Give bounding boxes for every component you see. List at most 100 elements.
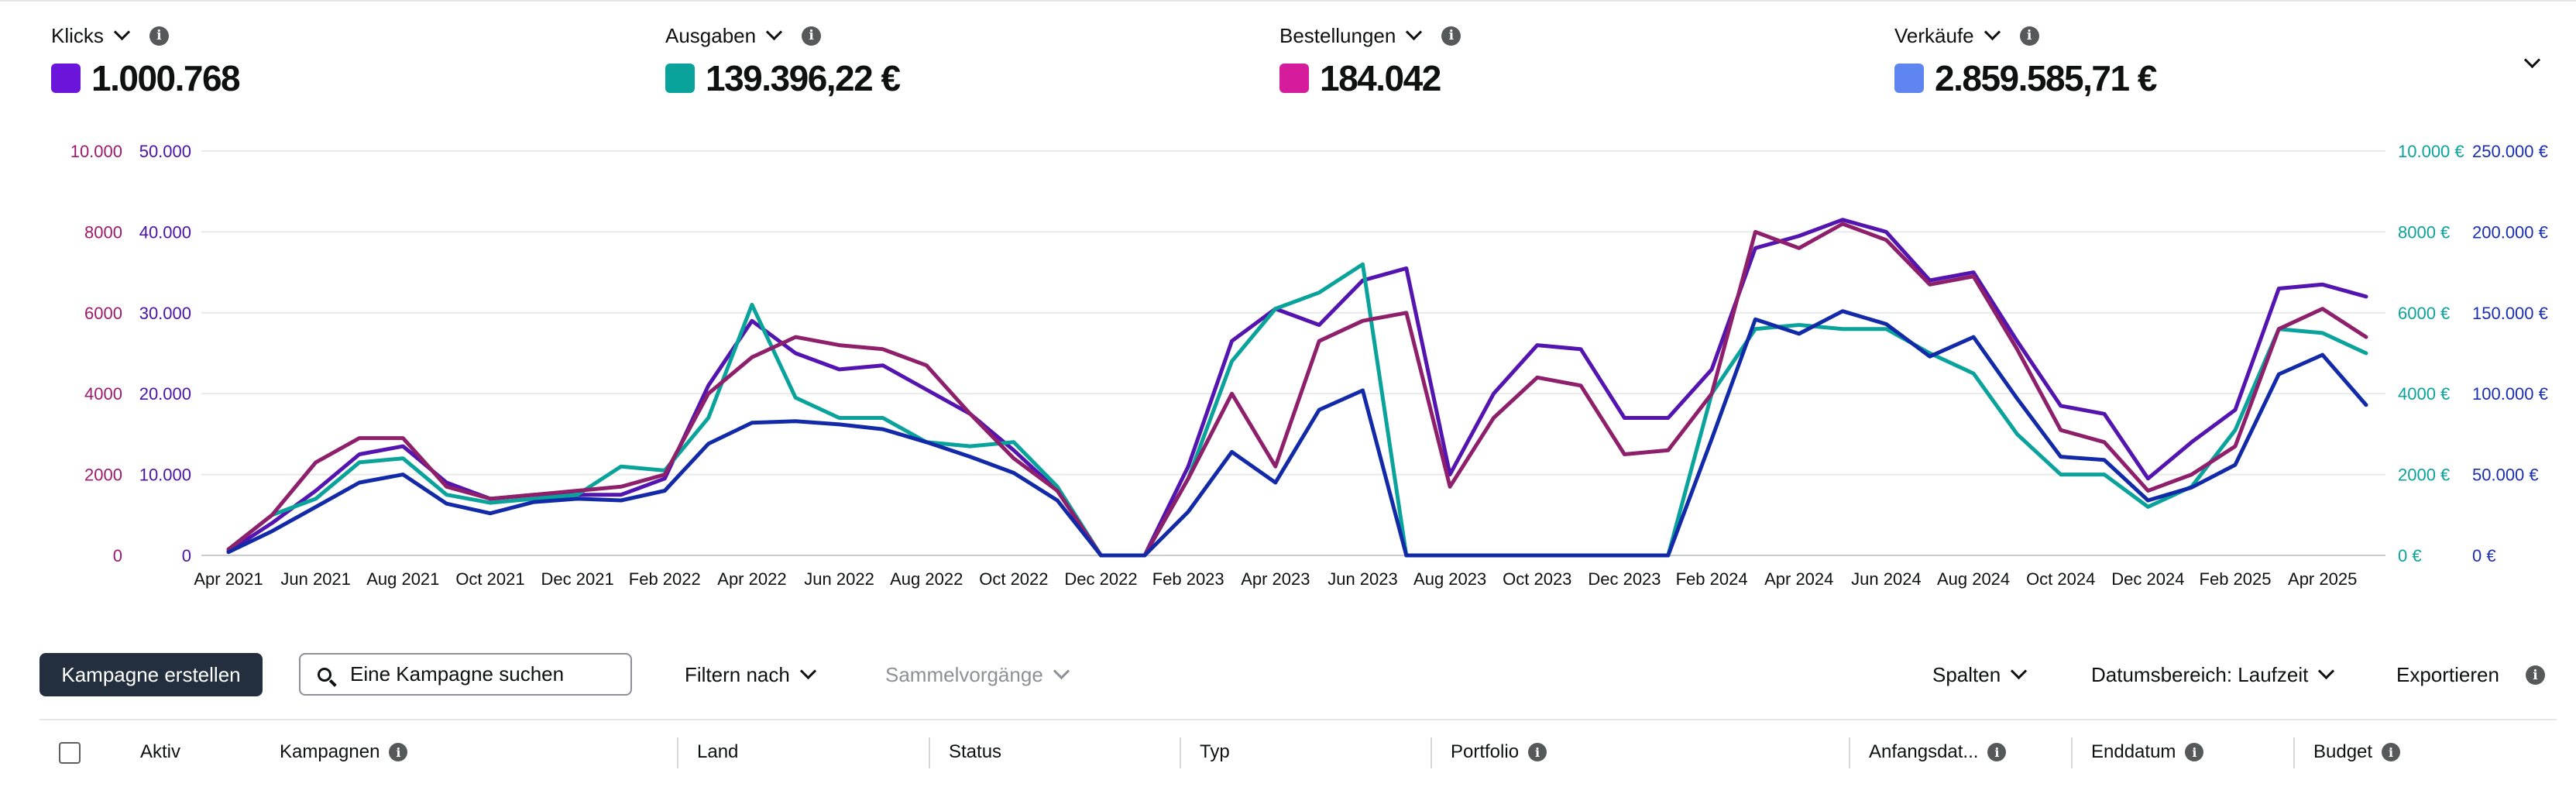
metric-label[interactable]: Klicks xyxy=(51,23,104,47)
x-tick-label: Jun 2022 xyxy=(804,569,874,589)
y-tick-label: 2000 € xyxy=(2398,466,2450,485)
metric-clicks[interactable]: Klicks i 1.000.768 xyxy=(51,20,241,99)
x-tick-label: Aug 2022 xyxy=(890,569,963,589)
x-tick-label: Apr 2023 xyxy=(1241,569,1310,589)
chevron-down-icon[interactable] xyxy=(1984,23,2001,40)
top-divider xyxy=(0,0,2576,2)
create-campaign-button[interactable]: Kampagne erstellen xyxy=(39,653,263,696)
column-resize-handle[interactable] xyxy=(1849,737,1850,768)
x-tick-label: Dec 2023 xyxy=(1588,569,1661,589)
chart-y-axes: 0 2000 4000 6000 8000 10.000 0 10.000 20.000 30.0… xyxy=(70,142,2548,565)
column-label: Budget xyxy=(2313,741,2373,762)
x-tick-label: Apr 2021 xyxy=(194,569,263,589)
table-divider xyxy=(39,719,2557,720)
metric-value: 184.042 xyxy=(1320,58,1441,98)
y-tick-label: 40.000 xyxy=(139,222,191,242)
y-tick-label: 100.000 € xyxy=(2472,384,2548,404)
column-header-portfolio[interactable]: Portfolio i xyxy=(1451,741,1547,763)
x-tick-label: Jun 2024 xyxy=(1851,569,1922,589)
column-resize-handle[interactable] xyxy=(929,737,930,768)
info-icon[interactable]: i xyxy=(1528,743,1547,761)
y-tick-label: 30.000 xyxy=(139,304,191,323)
y-tick-label: 150.000 € xyxy=(2472,304,2548,323)
y-tick-label: 8000 € xyxy=(2398,222,2450,242)
x-tick-label: Dec 2021 xyxy=(541,569,614,589)
column-label: Land xyxy=(697,741,739,762)
column-header-status[interactable]: Status xyxy=(949,741,1001,763)
x-tick-label: Apr 2024 xyxy=(1764,569,1833,589)
info-icon[interactable]: i xyxy=(2382,743,2401,761)
x-tick-label: Oct 2024 xyxy=(2026,569,2095,589)
collapse-chart-button[interactable] xyxy=(2517,46,2548,77)
export-button[interactable]: Exportieren xyxy=(2396,663,2499,687)
chevron-down-icon[interactable] xyxy=(1406,23,1423,40)
y-tick-label: 50.000 xyxy=(139,142,191,161)
chevron-down-icon xyxy=(799,662,816,680)
column-label: Anfangsdat... xyxy=(1869,741,1979,762)
chevron-down-icon[interactable] xyxy=(766,23,783,40)
column-resize-handle[interactable] xyxy=(2293,737,2295,768)
column-label: Kampagnen xyxy=(280,741,380,762)
metric-orders[interactable]: Bestellungen i 184.042 xyxy=(1279,20,1461,99)
color-swatch xyxy=(665,64,695,93)
columns-dropdown[interactable]: Spalten xyxy=(1932,662,2028,687)
columns-label: Spalten xyxy=(1932,663,2001,686)
metric-label[interactable]: Verkäufe xyxy=(1894,23,1974,47)
column-header-active[interactable]: Aktiv xyxy=(140,741,180,763)
column-header-end-date[interactable]: Enddatum i xyxy=(2091,741,2204,763)
x-tick-label: Jun 2023 xyxy=(1327,569,1398,589)
info-icon[interactable]: i xyxy=(389,743,408,761)
x-tick-label: Dec 2024 xyxy=(2111,569,2184,589)
column-resize-handle[interactable] xyxy=(677,737,678,768)
column-header-start-date[interactable]: Anfangsdat... i xyxy=(1869,741,2007,763)
info-icon[interactable]: i xyxy=(1987,743,2007,761)
filter-dropdown[interactable]: Filtern nach xyxy=(685,662,816,687)
info-icon[interactable]: i xyxy=(2185,743,2204,761)
metric-label[interactable]: Bestellungen xyxy=(1279,23,1396,47)
y-tick-label: 10.000 xyxy=(70,142,122,161)
chevron-down-icon xyxy=(1053,662,1070,680)
x-tick-label: Feb 2025 xyxy=(2200,569,2272,589)
search-input[interactable] xyxy=(349,662,630,687)
select-all-checkbox[interactable] xyxy=(59,742,81,764)
y-tick-label: 20.000 xyxy=(139,384,191,404)
campaign-search[interactable] xyxy=(299,653,632,696)
column-resize-handle[interactable] xyxy=(1180,737,1181,768)
info-icon[interactable]: i xyxy=(2526,665,2545,685)
column-header-campaigns[interactable]: Kampagnen i xyxy=(280,741,408,763)
x-tick-label: Feb 2022 xyxy=(629,569,701,589)
column-resize-handle[interactable] xyxy=(2071,737,2073,768)
performance-chart: 0 2000 4000 6000 8000 10.000 0 10.000 20.000 30.0… xyxy=(70,142,2548,589)
chart-series xyxy=(226,218,2368,558)
column-label: Typ xyxy=(1200,741,1230,762)
chevron-down-icon xyxy=(2523,51,2541,69)
column-resize-handle[interactable] xyxy=(1431,737,1432,768)
column-header-type[interactable]: Typ xyxy=(1200,741,1230,763)
column-header-country[interactable]: Land xyxy=(697,741,738,763)
y-tick-label: 8000 xyxy=(84,222,122,242)
date-range-dropdown[interactable]: Datumsbereich: Laufzeit xyxy=(2091,662,2335,687)
date-range-label: Datumsbereich: Laufzeit xyxy=(2091,663,2309,686)
bulk-actions-dropdown[interactable]: Sammelvorgänge xyxy=(885,662,1070,687)
y-tick-label: 200.000 € xyxy=(2472,222,2548,242)
info-icon[interactable]: i xyxy=(2019,26,2039,46)
chevron-down-icon xyxy=(2011,662,2028,680)
y-tick-label: 10.000 xyxy=(139,466,191,485)
y-tick-label: 250.000 € xyxy=(2472,142,2548,161)
chevron-down-icon[interactable] xyxy=(113,23,131,40)
color-swatch xyxy=(1894,64,1924,93)
x-tick-label: Jun 2021 xyxy=(280,569,351,589)
y-tick-label: 6000 xyxy=(84,304,122,323)
metric-spend[interactable]: Ausgaben i 139.396,22 € xyxy=(665,20,901,99)
y-tick-label: 0 xyxy=(182,546,191,565)
y-tick-label: 4000 € xyxy=(2398,384,2450,404)
column-header-budget[interactable]: Budget i xyxy=(2313,741,2401,763)
column-label: Aktiv xyxy=(140,741,181,762)
metric-label[interactable]: Ausgaben xyxy=(665,23,757,47)
metric-sales[interactable]: Verkäufe i 2.859.585,71 € xyxy=(1894,20,2157,99)
info-icon[interactable]: i xyxy=(149,26,169,46)
info-icon[interactable]: i xyxy=(802,26,822,46)
filter-label: Filtern nach xyxy=(685,663,790,686)
info-icon[interactable]: i xyxy=(1441,26,1461,46)
x-tick-label: Feb 2023 xyxy=(1152,569,1224,589)
